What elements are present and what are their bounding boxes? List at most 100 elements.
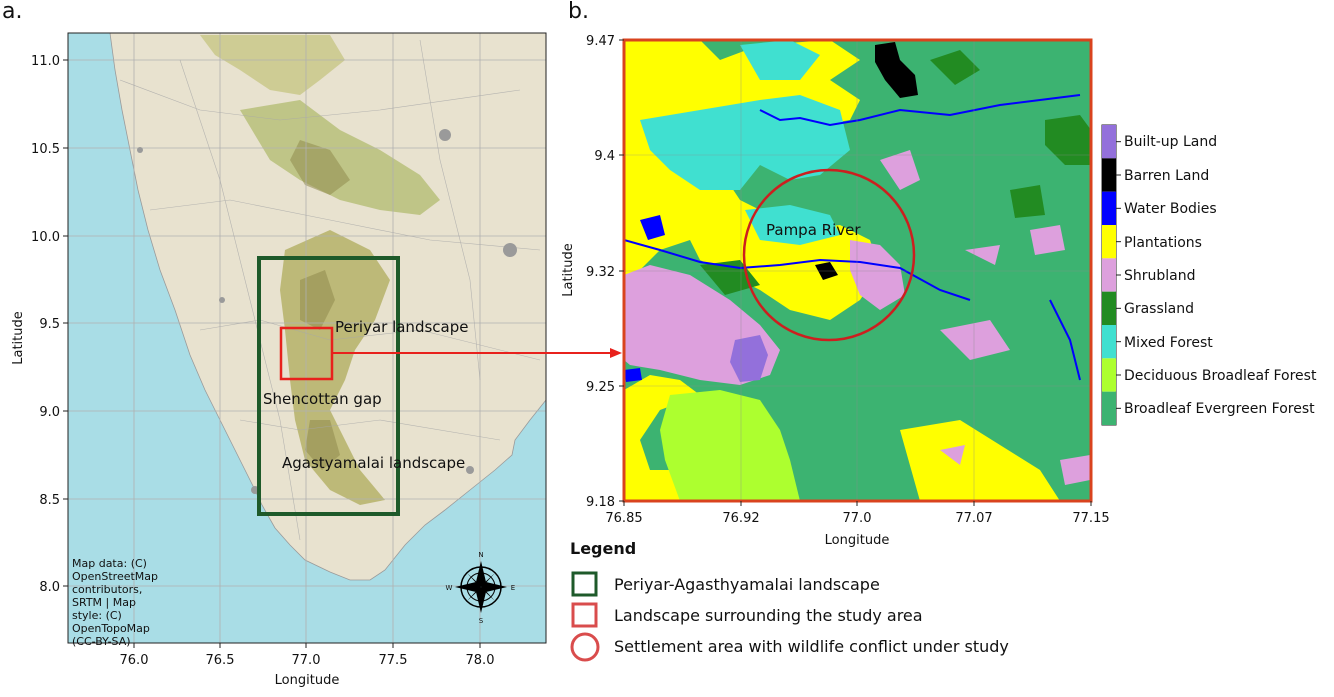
compass-w: W [446, 584, 453, 592]
map-a [68, 33, 546, 643]
legend-label: Deciduous Broadleaf Forest [1124, 368, 1317, 384]
panel-a-ytick-labels: 11.0 10.5 10.0 9.5 9.0 8.5 8.0 [31, 54, 60, 595]
panel-b-ylabel: Latitude [561, 243, 576, 297]
map-a-frame [67, 32, 547, 644]
built-up-patch [730, 335, 768, 382]
arrow-head-icon [610, 348, 622, 358]
attribution: Map data: (C) OpenStreetMap contributors… [72, 557, 158, 648]
relief-north [200, 35, 345, 95]
periyar-label: Periyar landscape [335, 318, 468, 336]
legend-swatch [1102, 291, 1116, 325]
mixed-forest-center [745, 205, 840, 245]
ytick-label: 10.0 [31, 230, 60, 245]
legend-labels: Built-up Land Barren Land Water Bodies P… [1124, 134, 1317, 417]
legend-swatch [1102, 358, 1116, 392]
panel-a-xticks [133, 643, 481, 648]
legend-red-square-icon [571, 602, 598, 628]
xtick-label: 77.0 [292, 653, 321, 668]
panel-b-ytick-labels: 9.47 9.4 9.32 9.25 9.18 [586, 34, 615, 510]
xtick-label: 76.92 [722, 511, 759, 526]
mixed-forest-north [740, 40, 820, 80]
landcover-map [624, 40, 1091, 501]
attribution-line: OpenTopoMap [72, 622, 150, 635]
legend-red-circle-icon [570, 632, 600, 662]
ytick-label: 9.18 [586, 495, 615, 510]
panel-b-xticks [623, 501, 1092, 506]
ytick-label: 9.47 [586, 34, 615, 49]
panel-a-xlabel: Longitude [275, 673, 340, 688]
river-label: Pampa River [766, 221, 861, 239]
water-bodies [624, 94, 1081, 381]
legend-title: Legend [570, 539, 636, 558]
compass-rose-icon: N S E W [446, 551, 516, 625]
attribution-line: Map data: (C) [72, 557, 147, 570]
figure-legend: Legend Periyar-Agasthyamalai landscape L… [570, 539, 1009, 662]
xtick-label: 77.15 [1072, 511, 1109, 526]
water-patch [624, 215, 665, 382]
panel-a-yticks [63, 59, 68, 587]
legend-swatch [1102, 225, 1116, 259]
legend-swatches [1102, 125, 1121, 425]
xtick-label: 76.5 [206, 653, 235, 668]
panel-b-label: b. [568, 0, 589, 24]
legend-swatch [1102, 391, 1116, 425]
compass-s: S [479, 617, 484, 625]
attribution-line: style: (C) [72, 609, 122, 622]
attribution-line: contributors, [72, 583, 142, 596]
legend-label: Broadleaf Evergreen Forest [1124, 401, 1315, 417]
ytick-label: 9.32 [586, 265, 615, 280]
shrubland-center [850, 240, 905, 310]
panel-a-ylabel: Latitude [11, 311, 26, 365]
xtick-label: 77.07 [955, 511, 992, 526]
deciduous-patch [660, 390, 800, 501]
settlement-circle [742, 168, 916, 342]
panel-a-label: a. [2, 0, 22, 24]
panel-b-yticks [619, 39, 624, 502]
agastyamalai-label: Agastyamalai landscape [282, 454, 465, 472]
ytick-label: 9.25 [586, 380, 615, 395]
panel-b-xtick-labels: 76.85 76.92 77.0 77.07 77.15 [605, 511, 1109, 526]
xtick-label: 77.5 [379, 653, 408, 668]
legend-label: Water Bodies [1124, 201, 1217, 217]
legend-swatch [1102, 325, 1116, 359]
plantations-se [900, 420, 1060, 501]
legend-item-label: Landscape surrounding the study area [614, 606, 923, 625]
compass-e: E [511, 584, 515, 592]
ytick-label: 10.5 [31, 142, 60, 157]
ytick-label: 9.5 [39, 317, 60, 332]
legend-swatch [1102, 191, 1116, 225]
graticule-b [624, 40, 1091, 501]
plantations-south [624, 375, 780, 501]
relief-dark [290, 140, 350, 470]
xtick-label: 77.0 [843, 511, 872, 526]
legend-item-label: Settlement area with wildlife conflict u… [614, 637, 1009, 656]
attribution-line: (CC-BY-SA) [72, 635, 131, 648]
xtick-label: 76.0 [120, 653, 149, 668]
ytick-label: 11.0 [31, 54, 60, 69]
legend-label: Mixed Forest [1124, 335, 1213, 351]
legend-item-label: Periyar-Agasthyamalai landscape [614, 575, 880, 594]
shrubland-small [880, 150, 1090, 485]
legend-label: Plantations [1124, 235, 1202, 251]
legend-swatch [1102, 258, 1116, 292]
legend-swatch [1102, 125, 1116, 159]
panel-a-xtick-labels: 76.0 76.5 77.0 77.5 78.0 [120, 653, 495, 668]
grassland-patch [700, 50, 1091, 295]
ytick-label: 9.4 [594, 149, 615, 164]
roads [119, 39, 541, 541]
xtick-label: 76.85 [605, 511, 642, 526]
attribution-line: OpenStreetMap [72, 570, 158, 583]
legend-swatch [1102, 158, 1116, 192]
ytick-label: 8.0 [39, 580, 60, 595]
relief-central [240, 100, 440, 215]
legend-label: Shrubland [1124, 268, 1196, 284]
compass-n: N [478, 551, 483, 559]
graticule-a [68, 33, 546, 643]
attribution-line: SRTM | Map [72, 596, 136, 609]
shencottan-label: Shencottan gap [263, 390, 382, 408]
ytick-label: 9.0 [39, 405, 60, 420]
ytick-label: 8.5 [39, 493, 60, 508]
legend-label: Grassland [1124, 301, 1194, 317]
legend-label: Built-up Land [1124, 134, 1217, 150]
